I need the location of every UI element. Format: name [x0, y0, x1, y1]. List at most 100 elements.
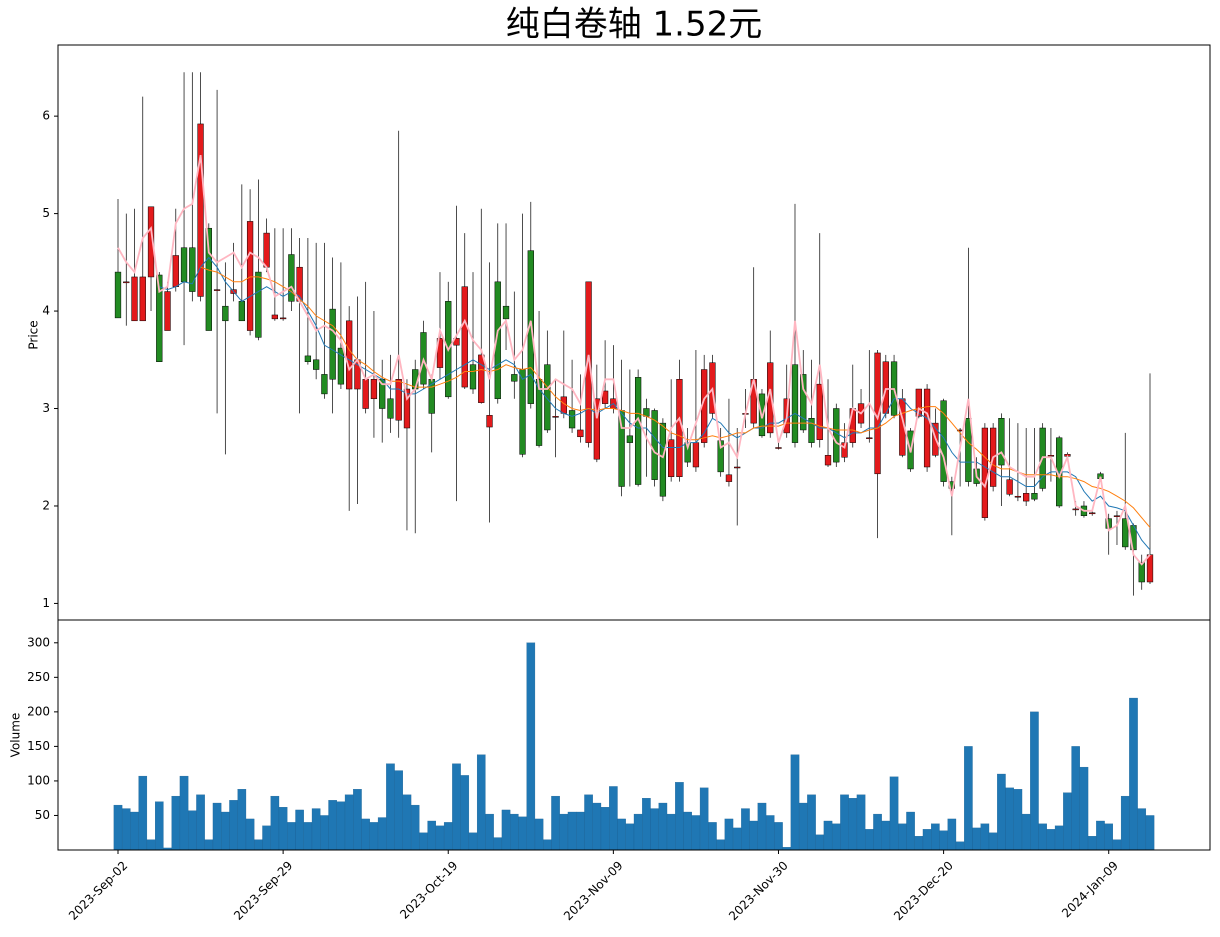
volume-bar — [146, 839, 156, 851]
volume-bar — [931, 823, 940, 851]
volume-bar — [155, 801, 164, 851]
volume-bar — [1129, 697, 1138, 851]
volume-bar — [980, 823, 990, 851]
volume-bar — [749, 820, 758, 851]
volume-bar — [947, 818, 957, 851]
candle-body — [263, 232, 270, 268]
candle-body — [329, 308, 336, 380]
volume-bar — [1021, 813, 1031, 851]
candle-body — [1014, 495, 1022, 498]
volume-bar — [1145, 815, 1155, 851]
candle-body — [1089, 512, 1096, 515]
volume-bar — [914, 836, 924, 851]
volume-bar — [609, 786, 618, 851]
y-tick-label: 150 — [27, 739, 50, 753]
volume-bar — [245, 818, 255, 851]
volume-bar — [823, 820, 833, 851]
volume-bar — [1046, 829, 1056, 851]
volume-bar — [922, 829, 932, 851]
candle-body — [1072, 508, 1079, 511]
volume-bar — [452, 763, 461, 851]
volume-bar — [1030, 711, 1039, 851]
volume-bar — [204, 839, 214, 851]
volume-bar — [617, 818, 626, 851]
volume-bar — [889, 776, 899, 851]
volume-bar — [559, 813, 569, 851]
volume-bar — [328, 800, 337, 851]
volume-bar — [741, 808, 750, 851]
candle-body — [849, 408, 856, 443]
volume-bar — [468, 832, 478, 851]
candle-body — [494, 281, 501, 400]
volume-bar — [278, 807, 288, 851]
volume-bar — [1071, 746, 1080, 851]
volume-bar — [435, 825, 445, 851]
candle-body — [1031, 493, 1038, 500]
y-tick-label: 200 — [27, 704, 50, 718]
candle-body — [1047, 455, 1055, 457]
candle-body — [114, 271, 122, 319]
candle-body — [486, 415, 493, 428]
volume-bar — [939, 830, 948, 851]
volume-bar — [840, 794, 849, 851]
candle-body — [255, 271, 262, 338]
volume-bar — [906, 811, 915, 851]
candle-body — [593, 398, 600, 460]
volume-bar — [716, 839, 725, 851]
candle-body — [1146, 554, 1154, 583]
volume-bar — [774, 822, 783, 851]
volume-bar — [898, 823, 907, 851]
volume-bar — [724, 818, 734, 851]
y-axis-label: Volume — [9, 713, 23, 758]
candle-body — [816, 383, 823, 440]
volume-bar — [642, 798, 651, 851]
volume-bar — [534, 818, 544, 851]
volume-bar — [699, 787, 709, 851]
volume-bar — [262, 825, 271, 851]
candle-body — [923, 388, 931, 468]
volume-bar — [402, 794, 412, 851]
volume-bar — [493, 837, 503, 851]
volume-bar — [460, 775, 470, 851]
candle-body — [734, 466, 741, 469]
candle-body — [981, 427, 989, 518]
candle-body — [659, 422, 667, 497]
volume-bar — [708, 822, 717, 851]
candle-body — [205, 227, 212, 331]
candle-body — [123, 281, 130, 284]
candle-body — [998, 418, 1005, 466]
volume-bar — [336, 801, 346, 851]
volume-bar — [1079, 766, 1089, 851]
y-tick-label: 250 — [27, 670, 50, 684]
volume-bar — [121, 808, 131, 851]
candle-body — [147, 206, 155, 278]
volume-bar — [856, 794, 866, 851]
volume-bar — [303, 822, 313, 851]
volume-bar — [1096, 820, 1105, 851]
volume-bar — [196, 794, 205, 851]
chart-title: 纯白卷轴 1.52元 — [506, 5, 763, 45]
candle-body — [478, 354, 485, 403]
candle-body — [866, 437, 873, 440]
candle-body — [1006, 479, 1013, 495]
candle-body — [1023, 493, 1030, 502]
candle-body — [651, 410, 658, 480]
volume-bar — [567, 811, 577, 851]
y-axis-label: Price — [27, 320, 41, 349]
volume-bar — [501, 809, 511, 851]
candle-body — [1113, 515, 1121, 517]
volume-bar — [526, 642, 536, 851]
volume-bar — [691, 815, 701, 851]
volume-bar — [1112, 839, 1122, 851]
candle-body — [725, 474, 733, 482]
volume-bar — [625, 823, 635, 851]
y-tick-label: 300 — [27, 635, 50, 649]
volume-bar — [964, 746, 973, 851]
volume-bar — [369, 822, 379, 851]
candle-body — [552, 416, 559, 418]
candle-body — [965, 418, 972, 482]
y-tick-label: 3 — [42, 401, 50, 415]
candle-body — [271, 314, 279, 320]
candle-body — [172, 255, 179, 287]
volume-bar — [576, 811, 585, 851]
